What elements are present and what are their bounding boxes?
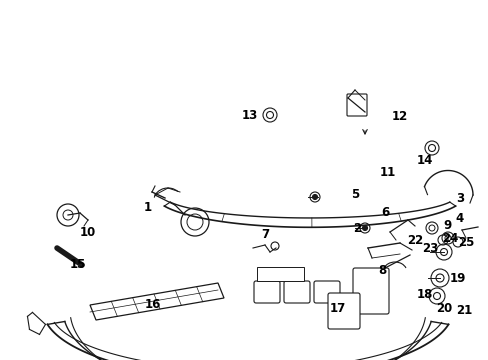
Text: 13: 13 bbox=[242, 108, 258, 122]
FancyBboxPatch shape bbox=[257, 267, 304, 281]
Circle shape bbox=[312, 194, 317, 199]
FancyBboxPatch shape bbox=[352, 268, 388, 314]
Text: 7: 7 bbox=[261, 228, 268, 240]
Circle shape bbox=[362, 225, 367, 230]
FancyBboxPatch shape bbox=[313, 281, 339, 303]
FancyBboxPatch shape bbox=[284, 281, 309, 303]
Text: 1: 1 bbox=[143, 201, 152, 213]
Text: 14: 14 bbox=[416, 153, 432, 166]
FancyBboxPatch shape bbox=[253, 281, 280, 303]
Text: 6: 6 bbox=[380, 206, 388, 219]
Text: 19: 19 bbox=[449, 271, 465, 284]
Text: 2: 2 bbox=[352, 221, 360, 234]
FancyBboxPatch shape bbox=[327, 293, 359, 329]
Text: 16: 16 bbox=[144, 298, 161, 311]
Text: 25: 25 bbox=[457, 235, 473, 248]
Text: 24: 24 bbox=[441, 231, 457, 244]
Text: 12: 12 bbox=[391, 109, 407, 122]
Text: 23: 23 bbox=[421, 242, 437, 255]
Text: 5: 5 bbox=[350, 188, 358, 201]
Text: 3: 3 bbox=[455, 192, 463, 204]
Text: 4: 4 bbox=[455, 212, 463, 225]
Text: 8: 8 bbox=[377, 264, 386, 276]
Text: 15: 15 bbox=[70, 258, 86, 271]
Text: 18: 18 bbox=[416, 288, 432, 301]
Text: 10: 10 bbox=[80, 225, 96, 239]
Text: 17: 17 bbox=[329, 302, 346, 315]
Text: 20: 20 bbox=[435, 302, 451, 315]
Text: 9: 9 bbox=[443, 219, 451, 231]
Text: 11: 11 bbox=[379, 166, 395, 179]
Text: 21: 21 bbox=[455, 303, 471, 316]
Text: 22: 22 bbox=[406, 234, 422, 247]
FancyBboxPatch shape bbox=[346, 94, 366, 116]
